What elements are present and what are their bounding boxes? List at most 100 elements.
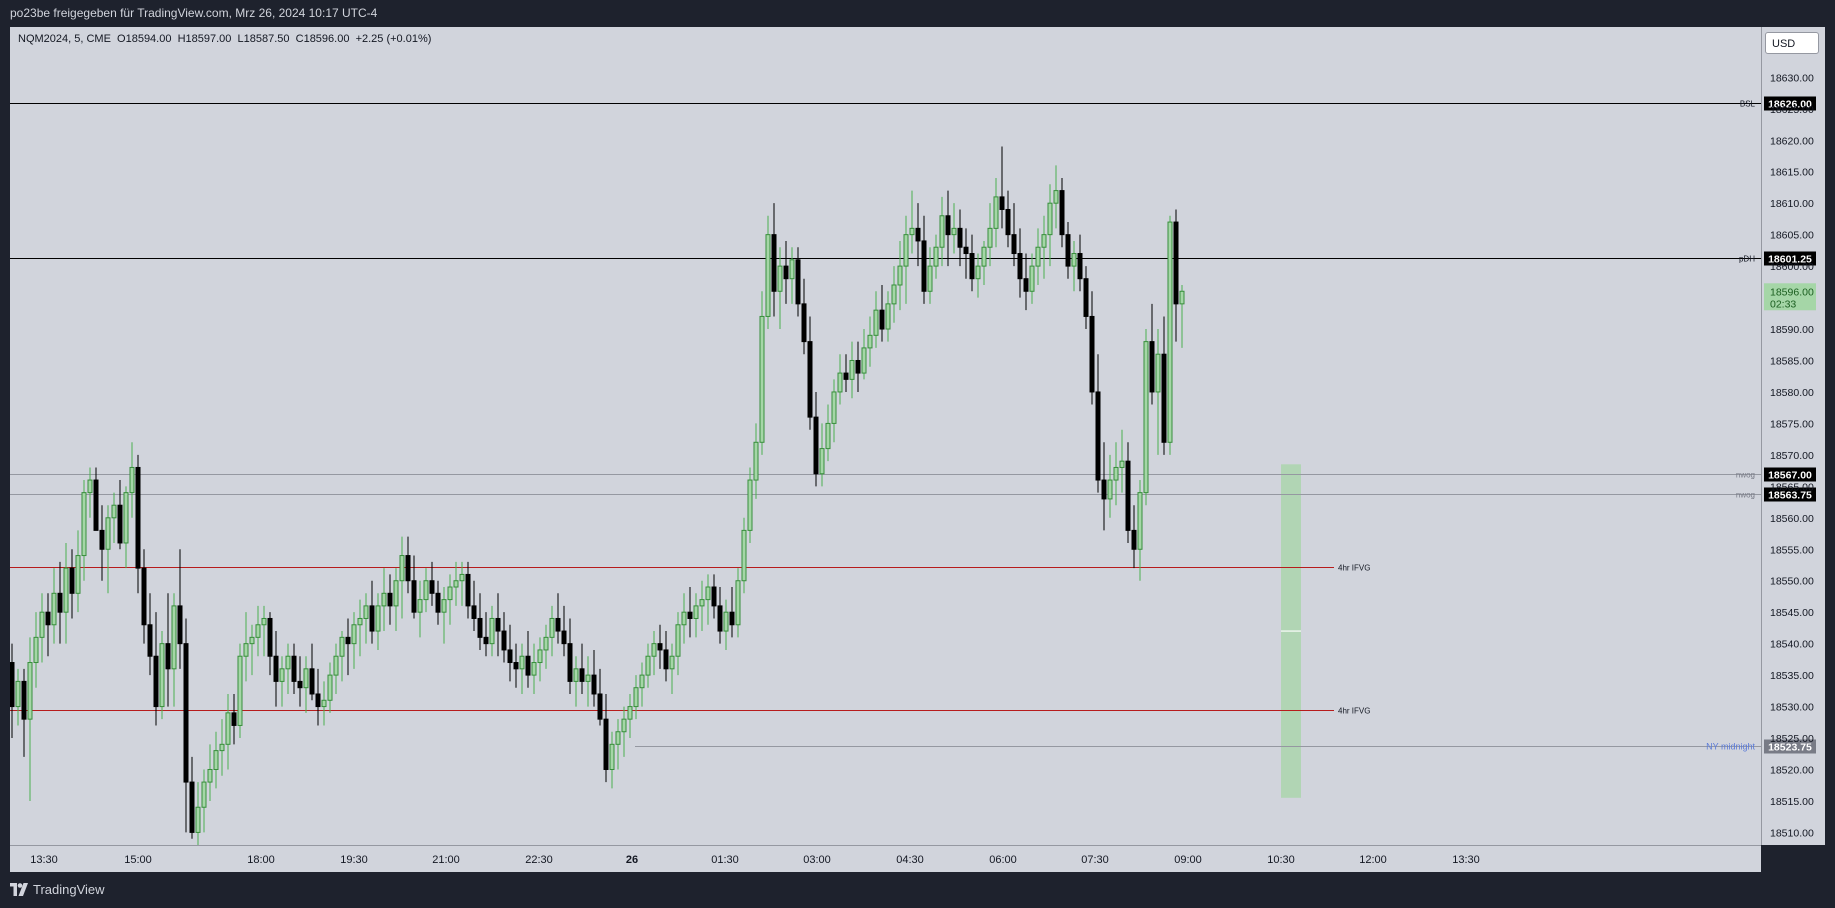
candle-body (357, 617, 363, 626)
price-tick-label: 18565.00 (1770, 481, 1814, 493)
candle-body (897, 265, 903, 286)
candlestick-chart[interactable]: BSL pDH nwog nwog 4hr IFVG 4hr IFVG NY midnigh… (10, 27, 1761, 845)
candle-body (717, 605, 723, 632)
chart-plot-area[interactable]: BSL pDH nwog nwog 4hr IFVG 4hr IFVG NY midnigh… (10, 27, 1761, 845)
candle-body (369, 605, 375, 632)
level-label: NY midnight (1706, 742, 1755, 752)
candle-body (483, 636, 489, 645)
candle-body (633, 687, 639, 708)
candle-body (129, 466, 135, 494)
candle-body (891, 284, 897, 305)
candle-body (657, 643, 663, 651)
candle-body (1167, 221, 1173, 443)
tradingview-logo-icon (10, 882, 28, 896)
candle-body (261, 617, 267, 626)
candle-body (765, 234, 771, 317)
candle-body (843, 372, 849, 380)
candle-body (1059, 190, 1065, 236)
level-label: 4hr IFVG (1338, 564, 1370, 573)
candle-body (207, 768, 213, 783)
price-tick-label: 18525.00 (1770, 733, 1814, 745)
candle-body (471, 605, 477, 619)
price-tick-label: 18605.00 (1770, 230, 1814, 242)
time-tick-label: 19:30 (340, 854, 368, 866)
candle-body (345, 636, 351, 645)
price-tick-label: 18575.00 (1770, 418, 1814, 430)
level-price-tag-label: 18601.25 (1768, 254, 1812, 266)
candle-body (123, 492, 129, 544)
time-tick-label: 04:30 (896, 854, 924, 866)
candle-body (549, 617, 555, 638)
price-tick-label: 18590.00 (1770, 324, 1814, 336)
candle-body (249, 636, 255, 645)
candle-body (441, 599, 447, 613)
candle-body (177, 605, 183, 645)
candle-body (573, 668, 579, 682)
price-tick-label: 18510.00 (1770, 827, 1814, 839)
candle-body (1107, 479, 1113, 500)
candle-body (57, 592, 63, 613)
candle-body (615, 731, 621, 745)
candle-body (555, 617, 561, 632)
candle-body (1155, 353, 1161, 393)
candle-body (255, 624, 261, 638)
candle-body (1095, 391, 1101, 481)
candle-body (219, 743, 225, 752)
price-axis[interactable]: 18626.00 18601.25 18567.00 18563.75 18523.75… (1761, 27, 1826, 845)
candle-body (135, 466, 141, 569)
candle-body (1005, 208, 1011, 236)
candle-body (849, 359, 855, 380)
candle-body (1131, 529, 1137, 550)
time-tick-label: 13:30 (1452, 854, 1480, 866)
candle-body (285, 655, 291, 670)
time-tick-label: 06:00 (989, 854, 1017, 866)
candle-body (87, 479, 93, 494)
candle-body (1137, 492, 1143, 550)
candle-body (951, 227, 957, 236)
level-price-tag (1764, 487, 1816, 502)
price-axis-labels: 18626.00 18601.25 18567.00 18563.75 18523.75… (1764, 41, 1816, 839)
candle-body (867, 334, 873, 349)
level-price-tag (1764, 96, 1816, 111)
candle-body (351, 624, 357, 645)
candle-body (147, 624, 153, 657)
currency-button[interactable]: USD (1765, 32, 1819, 54)
level-price-tag-label: 18523.75 (1768, 742, 1812, 754)
candle-body (243, 643, 249, 657)
candle-body (327, 674, 333, 701)
time-tick-label: 01:30 (711, 854, 739, 866)
candle-body (291, 655, 297, 682)
candle-body (213, 750, 219, 770)
candle-body (1065, 234, 1071, 267)
candle-body (117, 504, 123, 544)
candle-body (237, 655, 243, 726)
candle-body (21, 680, 27, 720)
candle-body (1119, 460, 1125, 468)
candle-body (267, 617, 273, 657)
chart-header: po23be freigegeben für TradingView.com, … (0, 0, 1835, 27)
candle-body (51, 592, 57, 626)
time-tick-label: 18:00 (247, 854, 275, 866)
candle-body (975, 265, 981, 280)
candle-body (861, 347, 867, 374)
level-price-tag (1764, 251, 1816, 266)
candle-body (1143, 341, 1149, 494)
tradingview-logo[interactable]: TradingView (10, 882, 105, 897)
candle-body (903, 234, 909, 267)
candle-body (927, 265, 933, 292)
candle-body (801, 303, 807, 343)
candle-body (705, 586, 711, 601)
candle-body (987, 227, 993, 248)
time-axis[interactable]: 13:30 15:00 18:00 19:30 21:00 22:30 26 01:30 03:… (10, 845, 1761, 873)
candle-body (831, 391, 837, 424)
candle-body (501, 630, 507, 651)
candle-body (627, 706, 633, 720)
candle-body (813, 416, 819, 475)
candle-body (603, 718, 609, 770)
candle-body (693, 605, 699, 619)
candle-body (105, 517, 111, 550)
candle-body (429, 580, 435, 594)
candle-body (1083, 278, 1089, 317)
candle-body (1023, 278, 1029, 292)
candle-body (1161, 353, 1167, 443)
